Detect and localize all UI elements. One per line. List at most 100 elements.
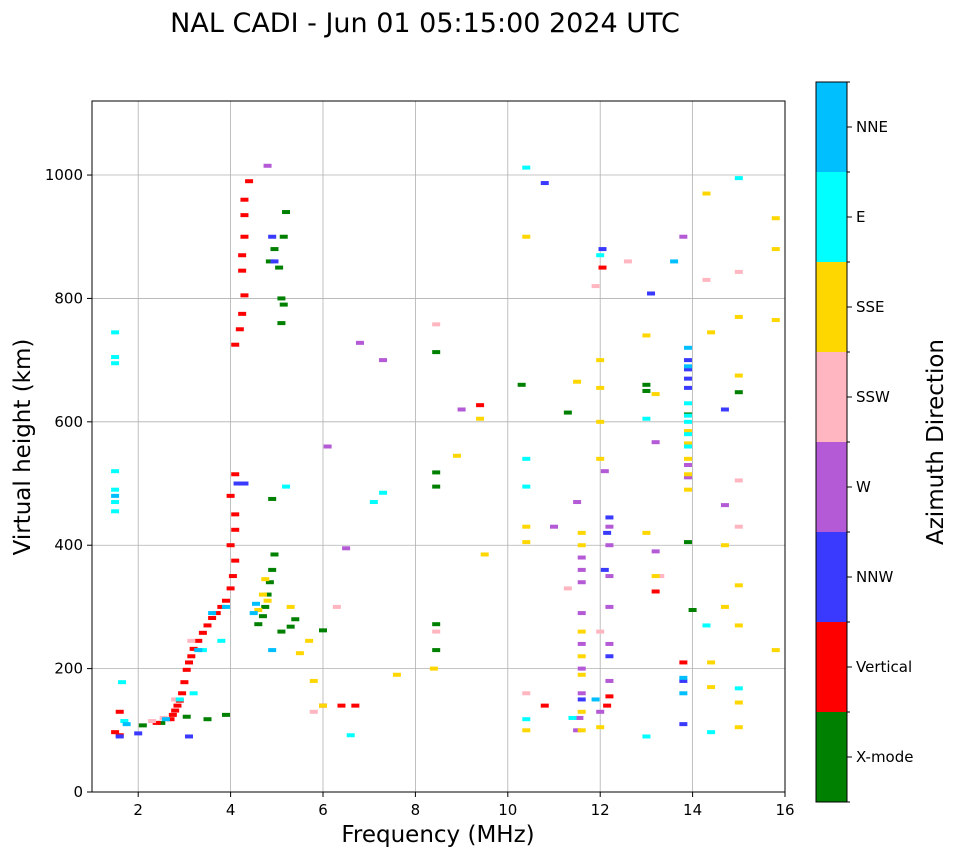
point-e xyxy=(702,623,711,628)
point-w xyxy=(577,691,586,696)
point-nnw xyxy=(683,358,692,363)
point-sse xyxy=(286,604,295,609)
point-w xyxy=(577,580,586,585)
point-sse xyxy=(596,358,605,363)
y-tick-label: 600 xyxy=(54,413,83,431)
colorbar-tick-label: X-mode xyxy=(856,748,913,766)
point-ssw xyxy=(734,478,743,483)
colorbar-frame xyxy=(815,81,848,803)
point-sse xyxy=(596,385,605,390)
colorbar-swatch-x-mode xyxy=(816,712,847,802)
point-sse xyxy=(642,333,651,338)
point-x-mode xyxy=(138,723,147,728)
point-x-mode xyxy=(270,247,279,252)
point-sse xyxy=(577,530,586,535)
point-e xyxy=(683,432,692,437)
point-x-mode xyxy=(221,712,230,717)
point-e xyxy=(111,509,120,514)
point-e xyxy=(522,456,531,461)
point-sse xyxy=(734,314,743,319)
point-nnw xyxy=(603,530,612,535)
point-sse xyxy=(734,700,743,705)
colorbar-tick-label: Vertical xyxy=(856,658,912,676)
point-sse xyxy=(522,540,531,545)
point-vertical xyxy=(189,646,198,651)
point-sse xyxy=(683,441,692,446)
point-x-mode xyxy=(291,617,300,622)
x-tick-label: 12 xyxy=(591,801,610,819)
point-ssw xyxy=(522,691,531,696)
point-w xyxy=(720,503,729,508)
point-vertical xyxy=(240,213,249,218)
point-w xyxy=(577,555,586,560)
point-vertical xyxy=(605,694,614,699)
point-x-mode xyxy=(432,350,441,355)
colorbar: X-mode Vertical NNW W SSW SSE E NNE xyxy=(815,81,913,803)
x-tick-label: 6 xyxy=(318,801,328,819)
point-vertical xyxy=(111,730,120,735)
point-ssw xyxy=(432,322,441,327)
point-vertical xyxy=(238,253,247,258)
point-nne xyxy=(679,691,688,696)
point-sse xyxy=(707,660,716,665)
point-e xyxy=(120,719,129,724)
point-ssw xyxy=(309,709,318,714)
point-sse xyxy=(707,685,716,690)
colorbar-swatch-vertical xyxy=(816,622,847,712)
point-e xyxy=(642,416,651,421)
point-sse xyxy=(258,592,267,597)
point-vertical xyxy=(152,720,161,725)
point-vertical xyxy=(598,265,607,270)
point-nnw xyxy=(185,734,194,739)
x-tick-label: 16 xyxy=(775,801,794,819)
y-tick-label: 800 xyxy=(54,289,83,307)
point-sse xyxy=(771,648,780,653)
point-vertical xyxy=(168,712,177,717)
point-nne xyxy=(221,604,230,609)
point-nnw xyxy=(233,481,242,486)
colorbar-swatch-w xyxy=(816,442,847,532)
point-e xyxy=(683,419,692,424)
point-x-mode xyxy=(270,552,279,557)
point-sse xyxy=(734,583,743,588)
point-e xyxy=(522,165,531,170)
point-x-mode xyxy=(263,592,272,597)
x-tick-label: 2 xyxy=(133,801,143,819)
colorbar-swatch-nne xyxy=(816,82,847,172)
point-vertical xyxy=(540,703,549,708)
point-nnw xyxy=(577,697,586,702)
point-nne xyxy=(194,648,203,653)
point-x-mode xyxy=(432,648,441,653)
point-x-mode xyxy=(734,390,743,395)
point-sse xyxy=(651,392,660,397)
y-tick-label: 200 xyxy=(54,660,83,678)
point-vertical xyxy=(476,403,485,408)
point-e xyxy=(596,253,605,258)
series-nnw xyxy=(115,181,729,739)
y-axis-label: Virtual height (km) xyxy=(10,339,36,556)
point-w xyxy=(651,440,660,445)
point-nnw xyxy=(598,247,607,252)
y-tick-label: 400 xyxy=(54,536,83,554)
point-e xyxy=(734,176,743,181)
point-x-mode xyxy=(258,614,267,619)
point-sse xyxy=(734,623,743,628)
point-x-mode xyxy=(432,470,441,475)
point-ssw xyxy=(563,586,572,591)
point-vertical xyxy=(198,630,207,635)
point-x-mode xyxy=(563,410,572,415)
colorbar-tick-label: NNW xyxy=(856,568,893,586)
point-nnw xyxy=(240,481,249,486)
point-x-mode xyxy=(517,382,526,387)
point-nne xyxy=(683,345,692,350)
point-vertical xyxy=(217,604,226,609)
point-sse xyxy=(295,651,304,656)
point-nne xyxy=(122,722,131,727)
point-nnw xyxy=(540,181,549,186)
point-nne xyxy=(670,259,679,264)
point-sse xyxy=(771,216,780,221)
point-ssw xyxy=(656,574,665,579)
point-sse xyxy=(577,709,586,714)
point-sse xyxy=(392,672,401,677)
point-vertical xyxy=(231,527,240,532)
